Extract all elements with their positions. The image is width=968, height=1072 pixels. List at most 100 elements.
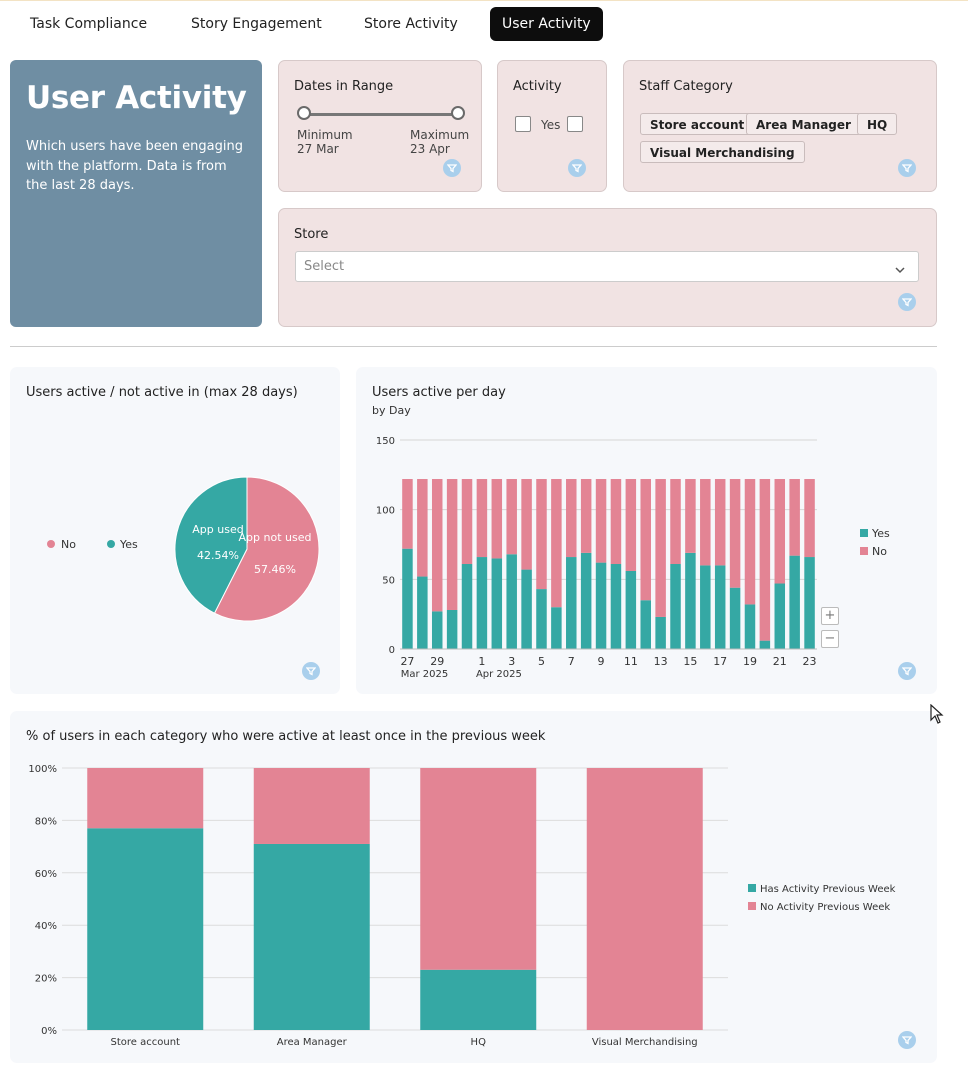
chip-area-manager[interactable]: Area Manager xyxy=(746,113,861,135)
bar-yes[interactable] xyxy=(685,552,696,649)
chip-hq[interactable]: HQ xyxy=(857,113,898,135)
bar-no[interactable] xyxy=(491,479,503,559)
bar-no[interactable] xyxy=(521,479,532,570)
chip-visual-merchandising[interactable]: Visual Merchandising xyxy=(640,141,805,163)
funnel-icon[interactable] xyxy=(898,662,916,680)
funnel-icon[interactable] xyxy=(302,662,320,680)
store-select[interactable]: Select xyxy=(295,251,919,282)
bar-no[interactable] xyxy=(759,479,771,641)
bar-yes[interactable] xyxy=(700,565,711,649)
bar-yes[interactable] xyxy=(729,587,741,649)
bar-yes[interactable] xyxy=(610,564,622,649)
bar-no[interactable] xyxy=(551,479,562,608)
bar-yes[interactable] xyxy=(476,557,488,649)
bar-yes[interactable] xyxy=(655,616,666,649)
bar-no[interactable] xyxy=(461,479,473,565)
bar-no[interactable] xyxy=(700,479,711,566)
bar-no[interactable] xyxy=(670,479,681,565)
bar-yes[interactable] xyxy=(804,557,815,649)
bar-yes[interactable] xyxy=(595,562,607,649)
dates-filter-title: Dates in Range xyxy=(294,79,394,94)
date-slider-min-handle[interactable] xyxy=(297,106,311,120)
bar-no-activity[interactable] xyxy=(586,768,703,1030)
bar-no[interactable] xyxy=(655,479,666,617)
bar-has-activity[interactable] xyxy=(87,828,204,1030)
bar-yes[interactable] xyxy=(670,564,681,649)
bar-yes[interactable] xyxy=(625,570,637,649)
bar-no[interactable] xyxy=(446,479,458,610)
activity-checkbox-1[interactable] xyxy=(515,116,531,132)
x-tick-label: 15 xyxy=(683,655,697,668)
legend-swatch-yes xyxy=(107,540,115,548)
page-title: User Activity xyxy=(26,80,247,116)
bar-yes[interactable] xyxy=(759,640,771,649)
tab-user-activity[interactable]: User Activity xyxy=(490,7,603,41)
bar-no[interactable] xyxy=(417,479,428,577)
x-tick-label: Store account xyxy=(111,1037,181,1048)
bar-no[interactable] xyxy=(506,479,517,555)
bar-yes[interactable] xyxy=(402,548,413,649)
tab-task-compliance[interactable]: Task Compliance xyxy=(30,16,148,32)
bar-no[interactable] xyxy=(685,479,696,553)
bar-no[interactable] xyxy=(774,479,786,584)
tab-store-activity[interactable]: Store Activity xyxy=(364,16,458,32)
bar-yes[interactable] xyxy=(774,583,786,649)
bar-yes[interactable] xyxy=(714,565,726,649)
bar-no[interactable] xyxy=(610,479,622,565)
date-slider-max-handle[interactable] xyxy=(451,106,465,120)
date-max-value: 23 Apr xyxy=(410,142,450,156)
bar-no-activity[interactable] xyxy=(87,768,204,829)
funnel-icon[interactable] xyxy=(898,159,916,177)
funnel-icon[interactable] xyxy=(898,1031,916,1049)
activity-checkbox-2[interactable] xyxy=(567,116,583,132)
bar-yes[interactable] xyxy=(551,607,562,649)
bar-no[interactable] xyxy=(729,479,741,588)
bar-no[interactable] xyxy=(476,479,488,558)
bar-has-activity[interactable] xyxy=(253,843,370,1030)
bar-yes[interactable] xyxy=(446,609,458,649)
bar-no[interactable] xyxy=(640,479,651,601)
bar-no[interactable] xyxy=(744,479,756,605)
bar-yes[interactable] xyxy=(491,558,503,649)
bar-no[interactable] xyxy=(595,479,607,563)
bar-yes[interactable] xyxy=(461,564,473,649)
bar-no[interactable] xyxy=(536,479,547,590)
pie-slice-yes[interactable] xyxy=(174,476,248,614)
bar-no-activity[interactable] xyxy=(420,768,537,970)
bar-no[interactable] xyxy=(789,479,800,556)
bar-yes[interactable] xyxy=(640,600,651,649)
pie-slice-no[interactable] xyxy=(213,476,320,622)
bar-yes[interactable] xyxy=(417,576,428,649)
y-tick-label: 40% xyxy=(35,921,57,932)
funnel-icon[interactable] xyxy=(568,159,586,177)
top-accent-line xyxy=(0,0,968,1)
funnel-icon[interactable] xyxy=(898,293,916,311)
bar-yes[interactable] xyxy=(566,557,577,649)
zoom-out-button[interactable]: − xyxy=(821,630,839,648)
bar-no[interactable] xyxy=(580,479,592,553)
bar-no-activity[interactable] xyxy=(253,768,370,844)
funnel-icon[interactable] xyxy=(443,159,461,177)
bar-has-activity[interactable] xyxy=(420,969,537,1030)
bar-yes[interactable] xyxy=(580,552,592,649)
bar-no[interactable] xyxy=(804,479,815,558)
bar-yes[interactable] xyxy=(744,604,756,649)
bar-yes[interactable] xyxy=(536,589,547,649)
chip-store-account[interactable]: Store account xyxy=(640,113,755,135)
zoom-in-button[interactable]: + xyxy=(821,607,839,625)
x-tick-label: HQ xyxy=(471,1037,487,1048)
bar-no[interactable] xyxy=(566,479,577,558)
bar-yes[interactable] xyxy=(521,569,532,649)
page-description: Which users have been engaging with the … xyxy=(26,139,243,193)
bar-no[interactable] xyxy=(431,479,443,612)
bar-no[interactable] xyxy=(402,479,413,549)
bar-yes[interactable] xyxy=(506,554,517,649)
bar-yes[interactable] xyxy=(431,611,443,649)
bar-no[interactable] xyxy=(714,479,726,566)
bar-no[interactable] xyxy=(625,479,637,571)
date-min-value: 27 Mar xyxy=(297,142,339,156)
tab-story-engagement[interactable]: Story Engagement xyxy=(191,16,322,32)
bar-yes[interactable] xyxy=(789,555,800,649)
date-slider-track[interactable] xyxy=(305,113,459,116)
category-bar-chart: 0% 20% 40% 60% 80% 100% Store account Area Mana… xyxy=(28,764,895,1048)
